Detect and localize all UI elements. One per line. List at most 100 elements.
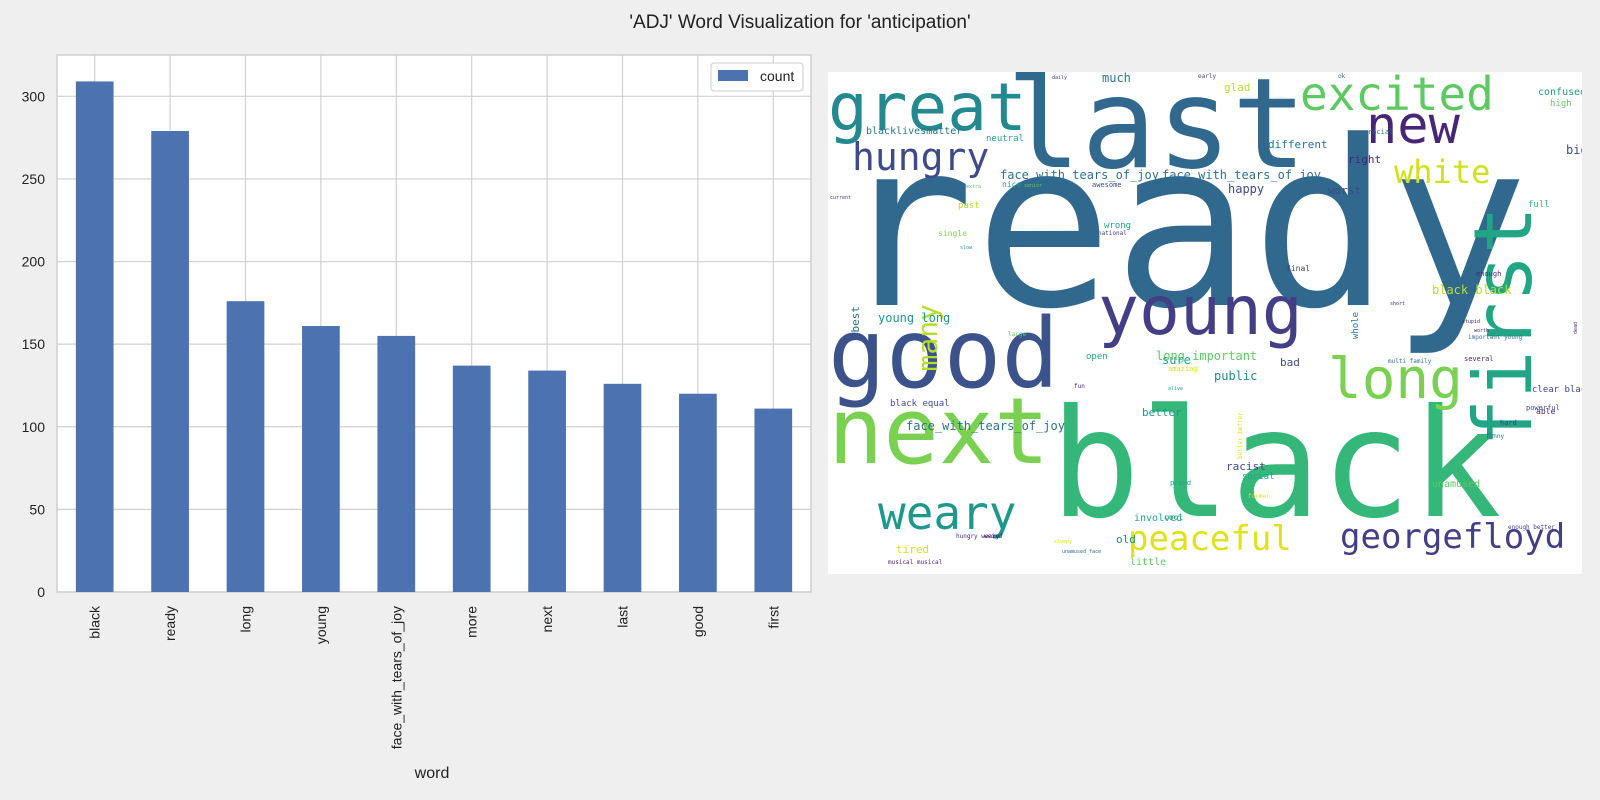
word-new: new [1366, 96, 1460, 156]
bar-black [75, 81, 114, 592]
y-tick-label: 100 [22, 419, 46, 435]
word-musical musical: musical musical [888, 559, 943, 566]
word-black: black [1050, 378, 1502, 552]
word-weary: weary [878, 486, 1017, 540]
word-nice: nice [1002, 180, 1022, 189]
x-tick-label: black [87, 605, 103, 639]
bar-young [302, 325, 340, 592]
y-tick-labels: 0 50 100 150 200 250 300 [22, 88, 46, 600]
word-cloud: ready black last next first good young great lon… [828, 72, 1582, 574]
word-worth: worth [1474, 328, 1490, 334]
legend-label-count: count [760, 68, 794, 84]
word-good: good [828, 298, 1060, 410]
word-confused: confused [1538, 87, 1582, 98]
x-tick-label: long [238, 606, 254, 632]
y-tick-label: 300 [22, 88, 46, 104]
word-better better: better better [1237, 412, 1244, 459]
word-cool: cool [1164, 513, 1184, 522]
word-young: young [1098, 272, 1303, 351]
bar-next [528, 370, 566, 592]
word-different: different [1268, 138, 1328, 151]
word-awesome: awesome [1092, 181, 1122, 189]
word-happy: happy [1228, 182, 1265, 196]
word-worst: worst [1328, 184, 1362, 197]
x-tick-label: ready [162, 606, 178, 641]
word-sure: sure [1162, 353, 1191, 367]
word-white: white [1394, 153, 1491, 191]
word-last: last [1006, 72, 1308, 197]
bar-long [226, 301, 265, 592]
word-long: long [1328, 347, 1463, 412]
word-young long: young long [878, 311, 951, 325]
word-past: past [958, 201, 980, 211]
word-weird: weird [984, 533, 1003, 540]
x-tick-label: good [690, 606, 706, 637]
word-hard: hard [1500, 419, 1517, 427]
word-hungry: hungry [852, 135, 990, 179]
word-senior: senior [1024, 183, 1043, 189]
word-daily: daily [1052, 75, 1068, 81]
x-tick-label: more [464, 606, 480, 638]
word-dead: dead [1573, 322, 1579, 335]
bar-ready [151, 131, 189, 592]
bar-good [679, 393, 717, 592]
word-multi family: multi family [1388, 358, 1432, 365]
word-excited: excited [1300, 72, 1494, 121]
word-funny: funny [1486, 433, 1505, 440]
word-large: large [1008, 331, 1027, 338]
word-amazing: amazing [1168, 365, 1198, 373]
word-proud: proud [1170, 479, 1192, 487]
word-racial: racial [1368, 128, 1394, 136]
bar-face_with_tears_of_joy [377, 335, 416, 592]
word-much: much [1102, 72, 1131, 85]
word-hungry weary: hungry weary [956, 533, 1000, 540]
word-enough: enough [1476, 270, 1502, 278]
word-final: final [1286, 264, 1311, 273]
word-powerful: powerful [1526, 404, 1560, 412]
word-face_with_tears_of_joy: face_with_tears_of_joy [1000, 168, 1159, 182]
legend-swatch [718, 70, 748, 81]
word-black black: black black [1432, 283, 1512, 297]
word-better: better [1142, 406, 1182, 419]
x-axis-label: word [414, 765, 450, 782]
word-peaceful: peaceful [1128, 519, 1292, 559]
word-stupid: stupid [1462, 319, 1481, 325]
word-old: old [1116, 533, 1136, 546]
y-tick-label: 0 [37, 584, 45, 600]
word-open: open [1086, 352, 1108, 362]
word-little: little [1130, 557, 1167, 568]
x-tick-label: next [539, 606, 555, 633]
word-single: single [938, 229, 967, 238]
word-current: current [830, 195, 852, 201]
word-ok: ok [1338, 73, 1346, 80]
word-social: social [1242, 472, 1275, 482]
word-glad: glad [1224, 81, 1251, 94]
y-tick-label: 250 [22, 171, 46, 187]
word-next: next [828, 378, 1050, 485]
bars [75, 81, 793, 592]
word-short: short [1390, 301, 1406, 307]
word-face_with_tears_of_joy: face_with_tears_of_joy [906, 419, 1065, 433]
word-national: national [1098, 230, 1127, 237]
word-whole: whole [1351, 312, 1361, 340]
word-former: former [1248, 493, 1270, 500]
word-important young: important young [1468, 334, 1523, 341]
word-wrong: wrong [1104, 221, 1132, 231]
word-alive: alive [1168, 386, 1184, 392]
word-full: full [1528, 200, 1550, 210]
word-bad: bad [1280, 356, 1300, 369]
word-sleepy: sleepy [1054, 539, 1073, 545]
x-tick-labels: black ready long young face_with_tears_of_jo… [87, 605, 782, 749]
word-right: right [1348, 153, 1382, 166]
y-tick-label: 200 [22, 254, 46, 270]
word-several: several [1464, 355, 1494, 363]
bar-last [603, 383, 642, 592]
bar-first [754, 408, 793, 592]
x-tick-label: face_with_tears_of_joy [388, 606, 404, 749]
word-enough better: enough better [1508, 524, 1555, 531]
word-big: big [1566, 143, 1582, 157]
word-high: high [1550, 99, 1572, 109]
x-tick-label: young [313, 606, 329, 644]
word-best: best [849, 306, 862, 333]
y-tick-label: 150 [22, 336, 46, 352]
